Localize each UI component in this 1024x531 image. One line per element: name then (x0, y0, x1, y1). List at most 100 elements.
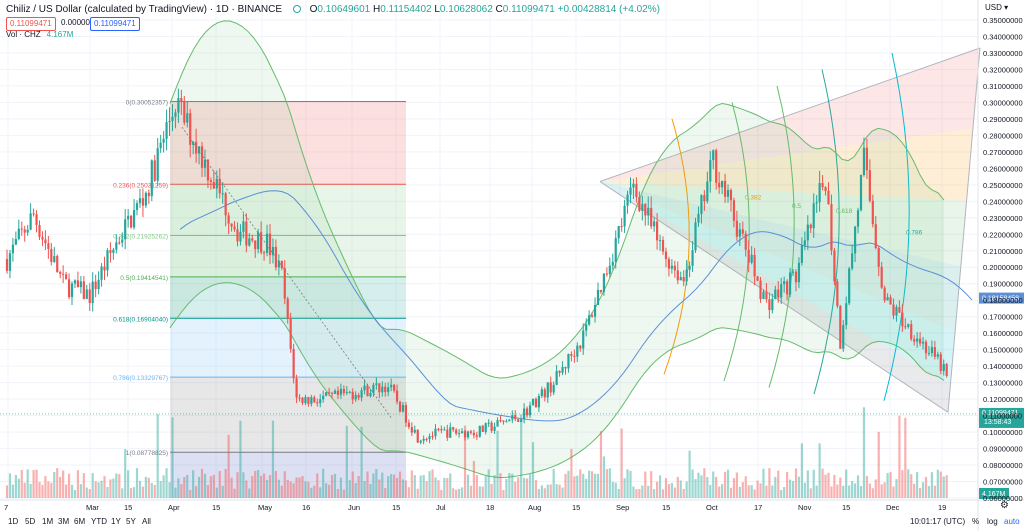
candle-body (629, 187, 632, 195)
candle-body (387, 387, 390, 393)
candle-body (378, 383, 381, 393)
volume-bar (203, 473, 207, 498)
candle-body (502, 420, 505, 422)
candle-body (316, 402, 319, 404)
candle-body (726, 189, 730, 197)
volume-bar (452, 488, 455, 498)
volume-bar (38, 481, 41, 498)
candle-body (106, 250, 109, 271)
volume-bar (197, 476, 201, 498)
candle-body (150, 160, 153, 197)
volume-bar (614, 482, 617, 498)
tf-1d-button[interactable]: 1D (8, 517, 19, 526)
volume-bar (496, 430, 499, 498)
volume-bar (76, 470, 80, 498)
candle-body (555, 370, 558, 385)
x-tick-label: 15 (572, 503, 580, 512)
volume-bar (762, 468, 765, 498)
tf-3m-button[interactable]: 3M (58, 517, 70, 526)
candle-body (901, 312, 904, 327)
candle-body (452, 427, 455, 430)
chart-header: Chiliz / US Dollar (calculated by Tradin… (6, 4, 660, 15)
auto-scale-toggle[interactable]: auto (1004, 517, 1020, 526)
percent-scale-toggle[interactable]: % (972, 517, 980, 526)
candle-body (286, 298, 289, 319)
candle-body (245, 221, 248, 246)
candle-body (11, 244, 15, 254)
y-tick-label: 0.29000000 (983, 115, 1023, 124)
candle-body (372, 384, 375, 393)
candle-body (233, 226, 236, 230)
volume-bar (753, 489, 756, 498)
candle-body (260, 232, 263, 253)
fib-fan-sector (600, 181, 961, 333)
candle-body (558, 370, 561, 373)
volume-bar (144, 476, 147, 498)
y-tick-label: 0.23000000 (983, 214, 1023, 223)
fib-fan-edge (947, 47, 981, 413)
candle-body (130, 215, 133, 228)
volume-bar (664, 478, 668, 498)
candle-body (638, 197, 641, 211)
volume-bar (658, 475, 662, 498)
volume-bar (443, 477, 446, 498)
volume-bar (141, 486, 145, 498)
volume-bar (523, 477, 526, 498)
candle-body (141, 198, 145, 206)
y-tick-label: 0.18000000 (983, 296, 1023, 305)
candle-body (786, 281, 789, 295)
sell-price-button[interactable]: 0.11099471 (6, 17, 56, 31)
buy-price-button[interactable]: 0.11099471 (90, 17, 140, 31)
volume-bar (458, 488, 461, 498)
volume-bar (632, 486, 635, 498)
candle-body (945, 363, 948, 376)
tf-1m-button[interactable]: 1M (42, 517, 54, 526)
volume-bar (732, 478, 736, 498)
log-scale-toggle[interactable]: log (987, 517, 998, 526)
tf-1y-button[interactable]: 1Y (111, 517, 121, 526)
volume-bar (605, 469, 608, 498)
y-tick-label: 0.28000000 (983, 131, 1023, 140)
tf-ytd-button[interactable]: YTD (91, 517, 107, 526)
symbol-title[interactable]: Chiliz / US Dollar (calculated by Tradin… (6, 4, 283, 15)
candle-body (682, 277, 685, 282)
clock-readout[interactable]: 10:01:17 (UTC) (910, 517, 966, 526)
tf-all-button[interactable]: All (142, 517, 151, 526)
candle-body (871, 200, 874, 225)
candle-body (437, 428, 440, 430)
candle-body (656, 221, 659, 241)
candle-body (818, 183, 821, 203)
settings-gear-icon[interactable]: ⚙ (1000, 500, 1009, 511)
volume-bar (593, 473, 597, 498)
y-tick-label: 0.27000000 (983, 148, 1023, 157)
candle-body (590, 315, 594, 317)
candle-body (466, 431, 470, 438)
fib-level-label: 0.618(0.16904040) (113, 316, 168, 323)
volume-bar (336, 488, 340, 498)
tf-5d-button[interactable]: 5D (25, 517, 36, 526)
tf-5y-button[interactable]: 5Y (126, 517, 136, 526)
candle-body (384, 386, 387, 393)
volume-bar (945, 475, 948, 498)
candle-body (174, 112, 177, 117)
candle-body (413, 429, 416, 433)
volume-bar (936, 469, 939, 498)
candle-body (73, 280, 77, 284)
volume-bar (777, 470, 780, 498)
volume-bar (916, 472, 919, 498)
candle-body (67, 279, 71, 298)
volume-bar (413, 475, 416, 498)
candle-body (304, 397, 307, 404)
candle-body (788, 272, 792, 295)
volume-bar (472, 460, 475, 498)
candle-body (50, 248, 53, 262)
candle-body (446, 429, 449, 438)
candle-body (573, 355, 576, 357)
volume-bar (525, 478, 529, 498)
currency-selector[interactable]: USD ▾ (985, 3, 1009, 12)
volume-bar (756, 480, 759, 498)
volume-bar (898, 415, 901, 498)
tf-6m-button[interactable]: 6M (74, 517, 86, 526)
candle-body (886, 297, 889, 301)
